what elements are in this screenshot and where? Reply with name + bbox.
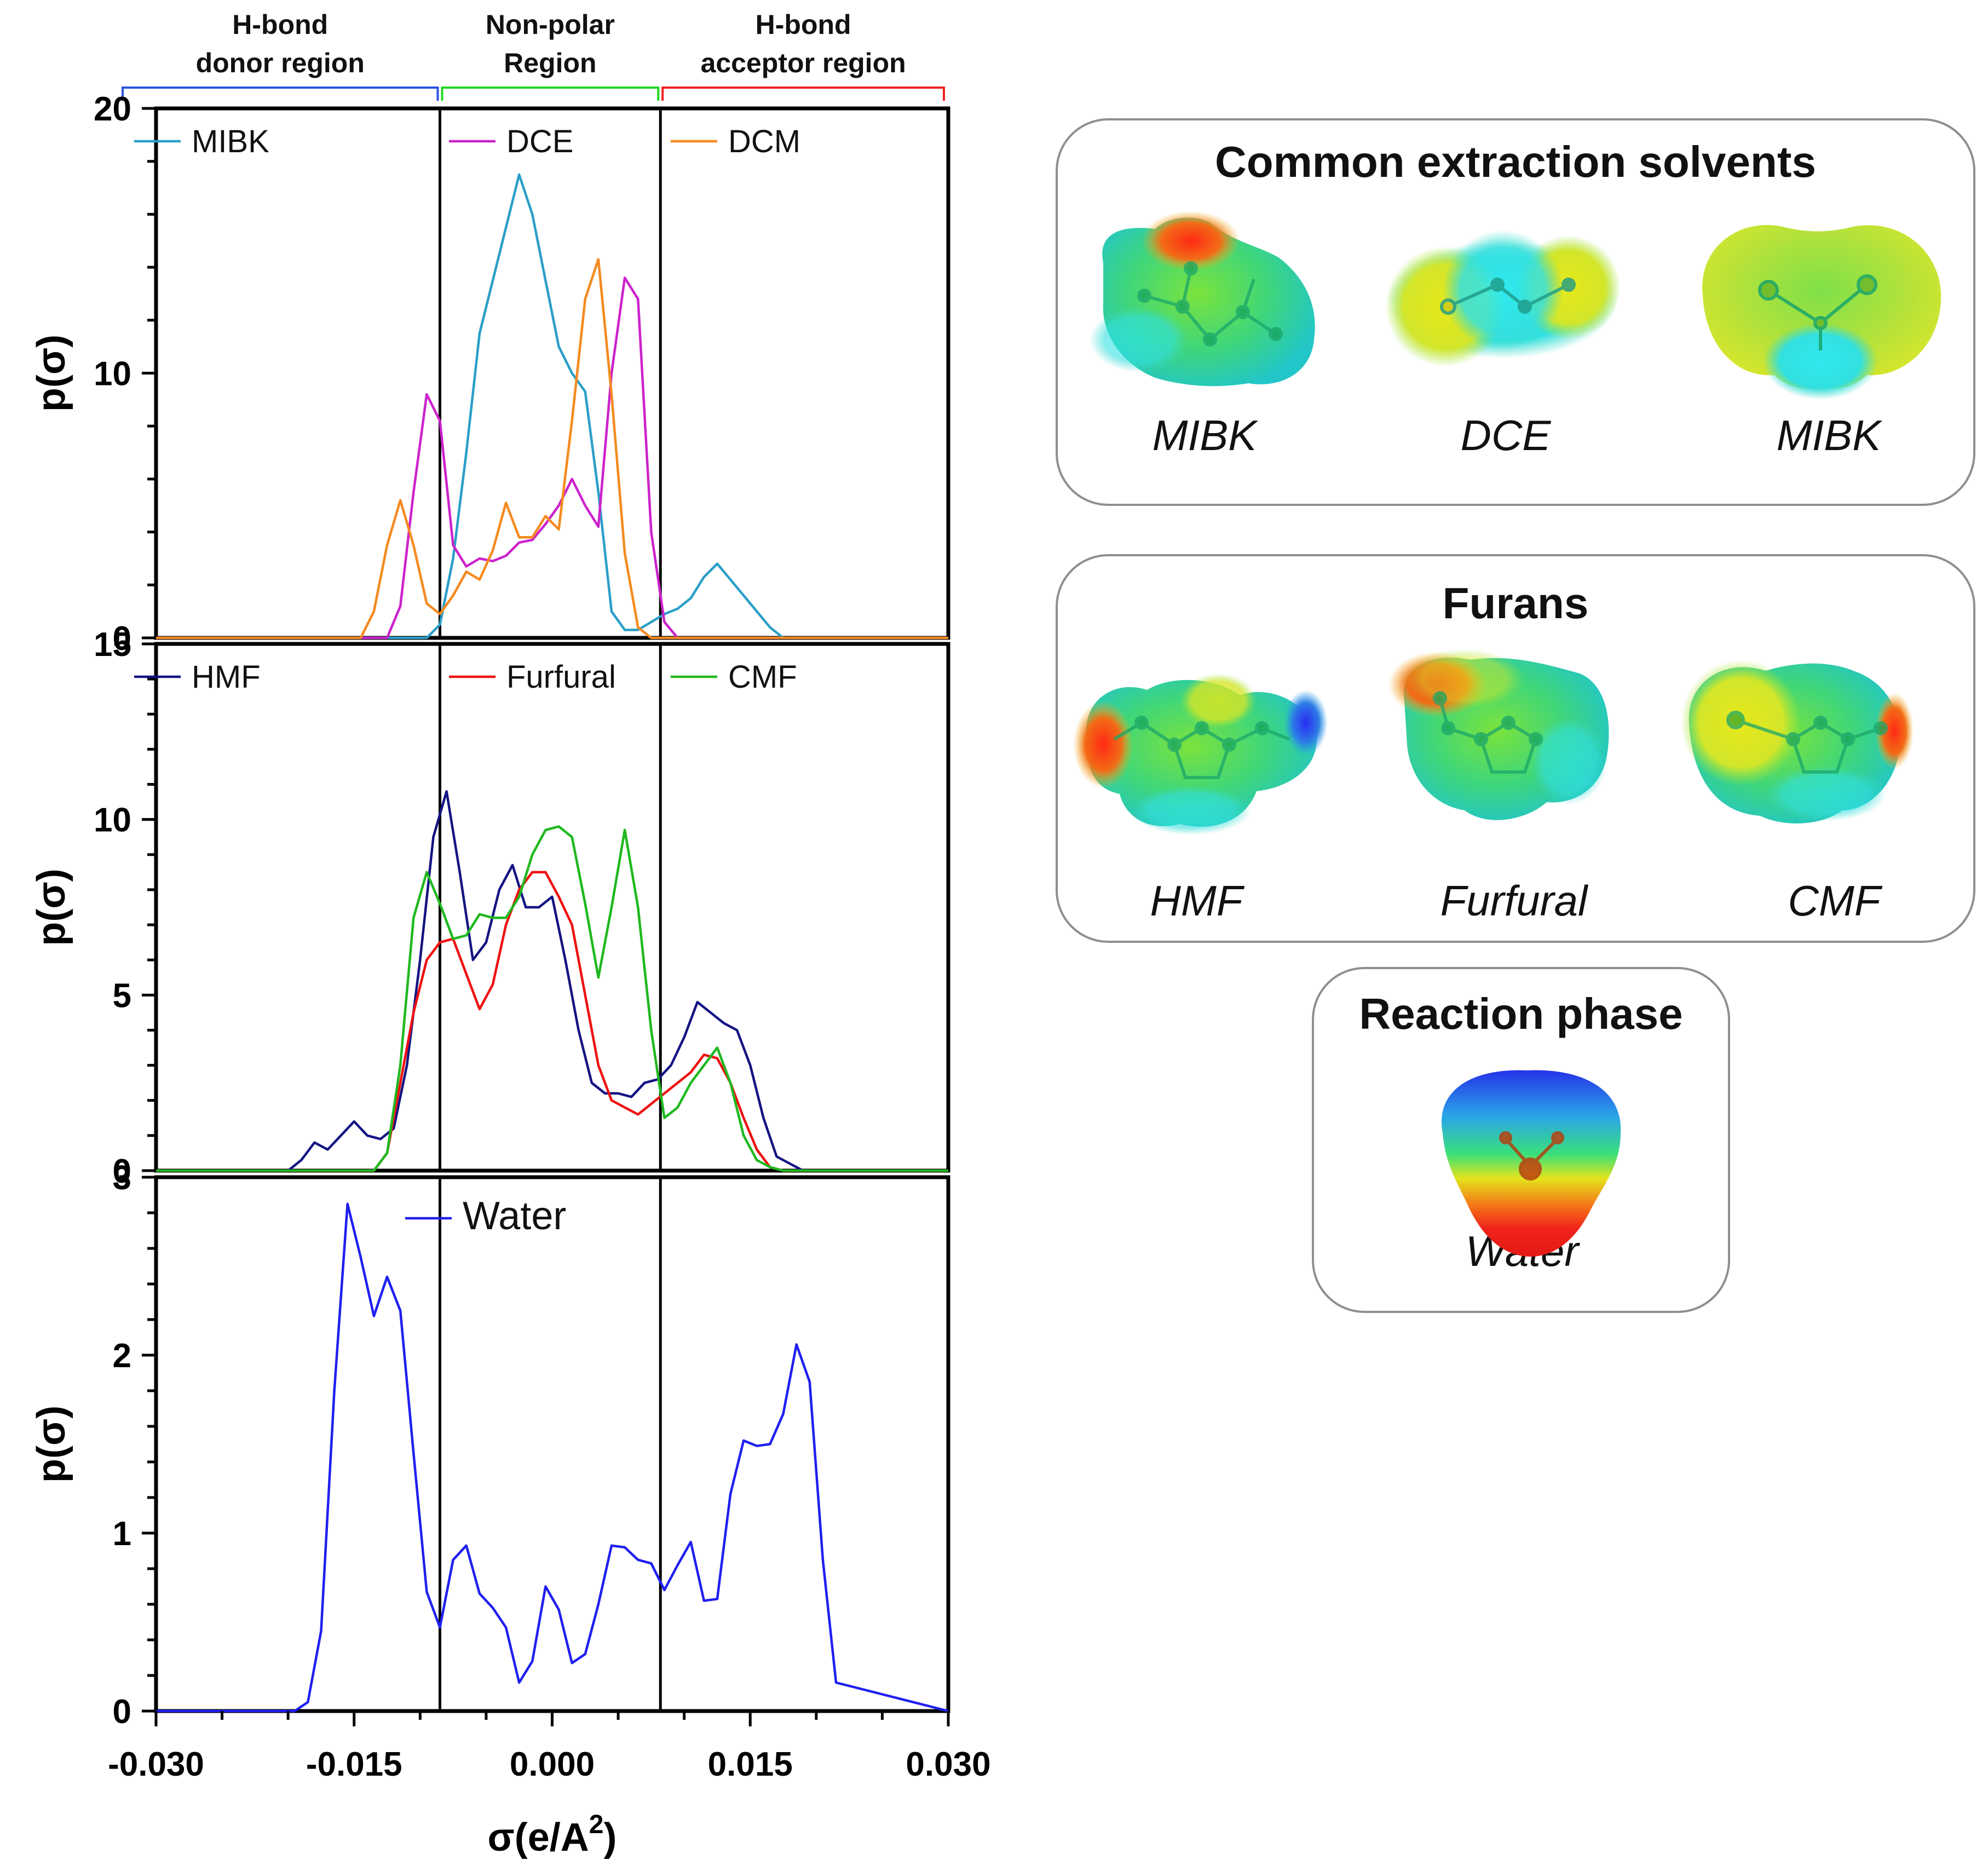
legend-label: DCE	[506, 124, 573, 159]
series-line-hmf	[156, 790, 948, 1172]
legend-label: DCM	[728, 124, 800, 159]
solvents-group-title: Common extraction solvents	[1214, 137, 1816, 186]
series-line-dce	[156, 277, 948, 640]
y-tick-label: 10	[94, 802, 131, 839]
region-label-line2: acceptor region	[701, 48, 906, 78]
panel-top: 0 10 20 p(σ) MIBK DCE DCM	[30, 90, 950, 658]
x-tick-label: -0.030	[108, 1746, 204, 1783]
water-label: Water	[1465, 1227, 1579, 1275]
legend-label: Furfural	[506, 659, 616, 695]
y-tick-label: 15	[94, 626, 131, 664]
series-line-water	[156, 1202, 949, 1713]
reaction-group-box: Reaction phase	[1312, 967, 1730, 1313]
mibk-label-2: MIBK	[1776, 411, 1881, 459]
y-tick-label: 1	[113, 1515, 131, 1553]
dce-label: DCE	[1460, 411, 1551, 459]
x-tick-label: 0.000	[510, 1746, 595, 1783]
y-tick-label: 10	[94, 355, 131, 393]
legend-label: HMF	[192, 659, 261, 695]
y-tick-label: 5	[113, 977, 131, 1015]
series-line-mibk	[156, 173, 948, 640]
x-tick-label: 0.030	[906, 1746, 990, 1783]
y-tick-label: 0	[113, 1693, 131, 1731]
y-axis-label: p(σ)	[30, 868, 73, 946]
x-axis-label: σ(e/A2)	[488, 1810, 617, 1859]
y-tick-label: 0	[113, 620, 131, 658]
panel-middle: 0 5 10 15 p(σ) HMF Furfural CMF	[30, 626, 950, 1190]
x-tick-label: -0.015	[306, 1746, 402, 1783]
axes-frame	[154, 642, 950, 1173]
y-tick-label: 2	[113, 1337, 131, 1375]
legend-label: Water	[463, 1194, 566, 1238]
region-label-line1: H-bond	[232, 9, 328, 40]
mibk-label: MIBK	[1152, 411, 1257, 459]
region-bracket-1: Non-polar Region	[441, 9, 660, 101]
x-tick-label: 0.015	[708, 1746, 793, 1783]
series-line-dcm	[156, 258, 948, 640]
series-line-cmf	[156, 825, 948, 1172]
y-axis-label: p(σ)	[30, 335, 73, 412]
region-label-line2: donor region	[196, 48, 365, 78]
y-axis-label: p(σ)	[30, 1406, 73, 1483]
region-brackets: H-bond donor region Non-polar Region H-bond a…	[122, 9, 945, 101]
axes-frame	[154, 106, 950, 640]
region-bracket-2: H-bond acceptor region	[661, 9, 945, 101]
region-label-line2: Region	[504, 48, 596, 78]
y-tick-label: 3	[113, 1159, 131, 1197]
region-label-line1: Non-polar	[486, 9, 615, 40]
reaction-group-title: Reaction phase	[1359, 989, 1683, 1038]
hmf-label: HMF	[1150, 877, 1243, 925]
y-tick-label: 0	[113, 1153, 131, 1190]
series-line-furfural	[156, 871, 948, 1172]
region-label-line1: H-bond	[756, 9, 851, 40]
panel-bottom: 0 1 2 3 p(σ) Water -0.030 -0.015 0.000 0.015 0.030…	[30, 1159, 991, 1859]
furans-group-title: Furans	[1442, 579, 1589, 627]
legend-label: CMF	[728, 659, 797, 695]
furfural-label: Furfural	[1440, 877, 1588, 925]
cmf-label: CMF	[1788, 877, 1881, 925]
legend-label: MIBK	[192, 124, 269, 159]
y-tick-label: 20	[94, 90, 131, 128]
region-bracket-0: H-bond donor region	[122, 9, 439, 101]
